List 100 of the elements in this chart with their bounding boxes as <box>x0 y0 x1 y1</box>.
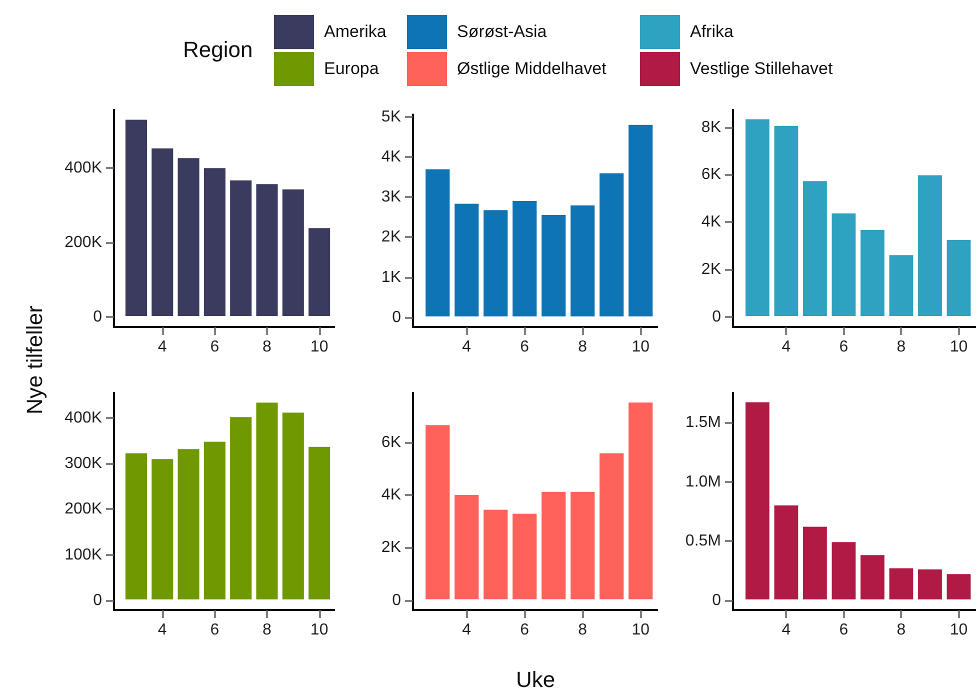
bar <box>744 401 770 600</box>
bar <box>888 567 914 600</box>
legend-label: Sørøst-Asia <box>457 22 547 42</box>
bar <box>454 494 480 600</box>
bar <box>540 214 567 318</box>
y-tick-label: 0.5M <box>685 532 721 550</box>
bar <box>946 238 972 318</box>
y-tick-label: 0 <box>93 592 102 609</box>
x-tick-label: 6 <box>520 338 530 356</box>
y-tick-label: 3K <box>381 188 402 206</box>
legend-label: Østlige Middelhavet <box>457 59 606 79</box>
bar <box>150 147 174 317</box>
x-tick-label: 4 <box>158 622 167 638</box>
bar <box>888 254 914 318</box>
y-axis-title: Nye tilfeller <box>22 306 48 414</box>
x-tick-label: 8 <box>262 622 272 638</box>
y-tick-label: 2K <box>381 539 402 556</box>
y-tick-label: 400K <box>64 409 102 426</box>
bar <box>424 168 451 318</box>
y-tick-label: 400K <box>64 159 102 176</box>
bar <box>917 568 943 600</box>
x-tick-label: 6 <box>210 338 220 356</box>
bar <box>628 401 654 600</box>
bar <box>773 504 800 600</box>
bar <box>946 573 972 600</box>
y-tick-label: 2K <box>701 261 722 278</box>
x-tick-label: 8 <box>896 338 906 356</box>
x-tick-label: 6 <box>210 622 220 638</box>
bar <box>860 554 886 600</box>
x-tick-label: 4 <box>158 338 167 356</box>
bar <box>229 179 253 317</box>
bar <box>802 526 828 600</box>
y-tick-label: 0 <box>712 308 722 326</box>
x-tick-label: 10 <box>310 338 328 356</box>
bar <box>308 227 332 317</box>
y-tick-label: 2K <box>381 228 402 246</box>
bar <box>202 167 226 317</box>
x-tick-label: 4 <box>782 622 791 638</box>
bar <box>570 204 596 318</box>
bar <box>255 402 279 600</box>
x-axis-title: Uke <box>516 667 556 693</box>
bar <box>830 541 857 600</box>
x-tick-label: 6 <box>839 338 848 356</box>
x-tick-label: 8 <box>578 622 588 638</box>
bar <box>540 490 567 600</box>
text: Amerika <box>324 22 386 42</box>
bar <box>598 452 625 600</box>
x-tick-label: 8 <box>262 338 272 356</box>
y-tick-label: 6K <box>381 434 402 451</box>
bar <box>512 200 538 318</box>
legend-title: Region <box>183 37 253 63</box>
bar <box>512 512 538 600</box>
bar <box>628 124 654 318</box>
y-tick-label: 300K <box>64 455 102 472</box>
y-tick-label: 200K <box>64 234 102 251</box>
bar <box>454 202 480 318</box>
y-tick-label: 4K <box>381 148 402 166</box>
y-tick-label: 6K <box>701 166 722 184</box>
bar <box>176 448 200 600</box>
bar <box>176 157 200 317</box>
y-tick-label: 0 <box>392 308 402 326</box>
bar <box>802 180 828 318</box>
bar <box>124 452 148 600</box>
legend-label: Afrika <box>690 22 734 42</box>
y-tick-label: 1.5M <box>685 414 721 432</box>
bar <box>773 124 800 318</box>
y-tick-label: 200K <box>64 500 102 518</box>
legend-label: Vestlige Stillehavet <box>690 59 833 79</box>
text: Europa <box>324 59 379 79</box>
bar <box>482 209 509 318</box>
x-tick-label: 4 <box>462 338 472 356</box>
bar <box>255 183 279 317</box>
bar <box>424 424 451 600</box>
x-tick-label: 8 <box>578 338 588 356</box>
x-tick-label: 10 <box>632 338 650 356</box>
x-tick-label: 10 <box>632 622 650 638</box>
x-tick-label: 10 <box>310 622 328 638</box>
bar <box>281 188 305 317</box>
x-tick-label: 6 <box>839 622 848 638</box>
bar <box>124 118 148 317</box>
x-tick-label: 10 <box>950 338 968 356</box>
bar <box>830 212 857 318</box>
bar <box>202 440 226 600</box>
bar <box>860 229 886 318</box>
y-tick-label: 100K <box>64 546 102 564</box>
y-tick-label: 1.0M <box>685 473 721 490</box>
y-tick-label: 5K <box>381 108 402 126</box>
bar <box>150 458 174 600</box>
bar <box>482 508 509 600</box>
x-tick-label: 10 <box>950 622 968 638</box>
bar <box>917 174 943 318</box>
y-tick-label: 0 <box>712 592 722 609</box>
y-tick-label: 0 <box>392 592 402 609</box>
x-tick-label: 4 <box>462 622 472 638</box>
bar <box>598 172 625 318</box>
y-tick-label: 0 <box>93 308 102 326</box>
x-tick-label: 8 <box>896 622 906 638</box>
bar <box>570 490 596 600</box>
y-tick-label: 4K <box>701 214 722 231</box>
x-tick-label: 4 <box>782 338 791 356</box>
